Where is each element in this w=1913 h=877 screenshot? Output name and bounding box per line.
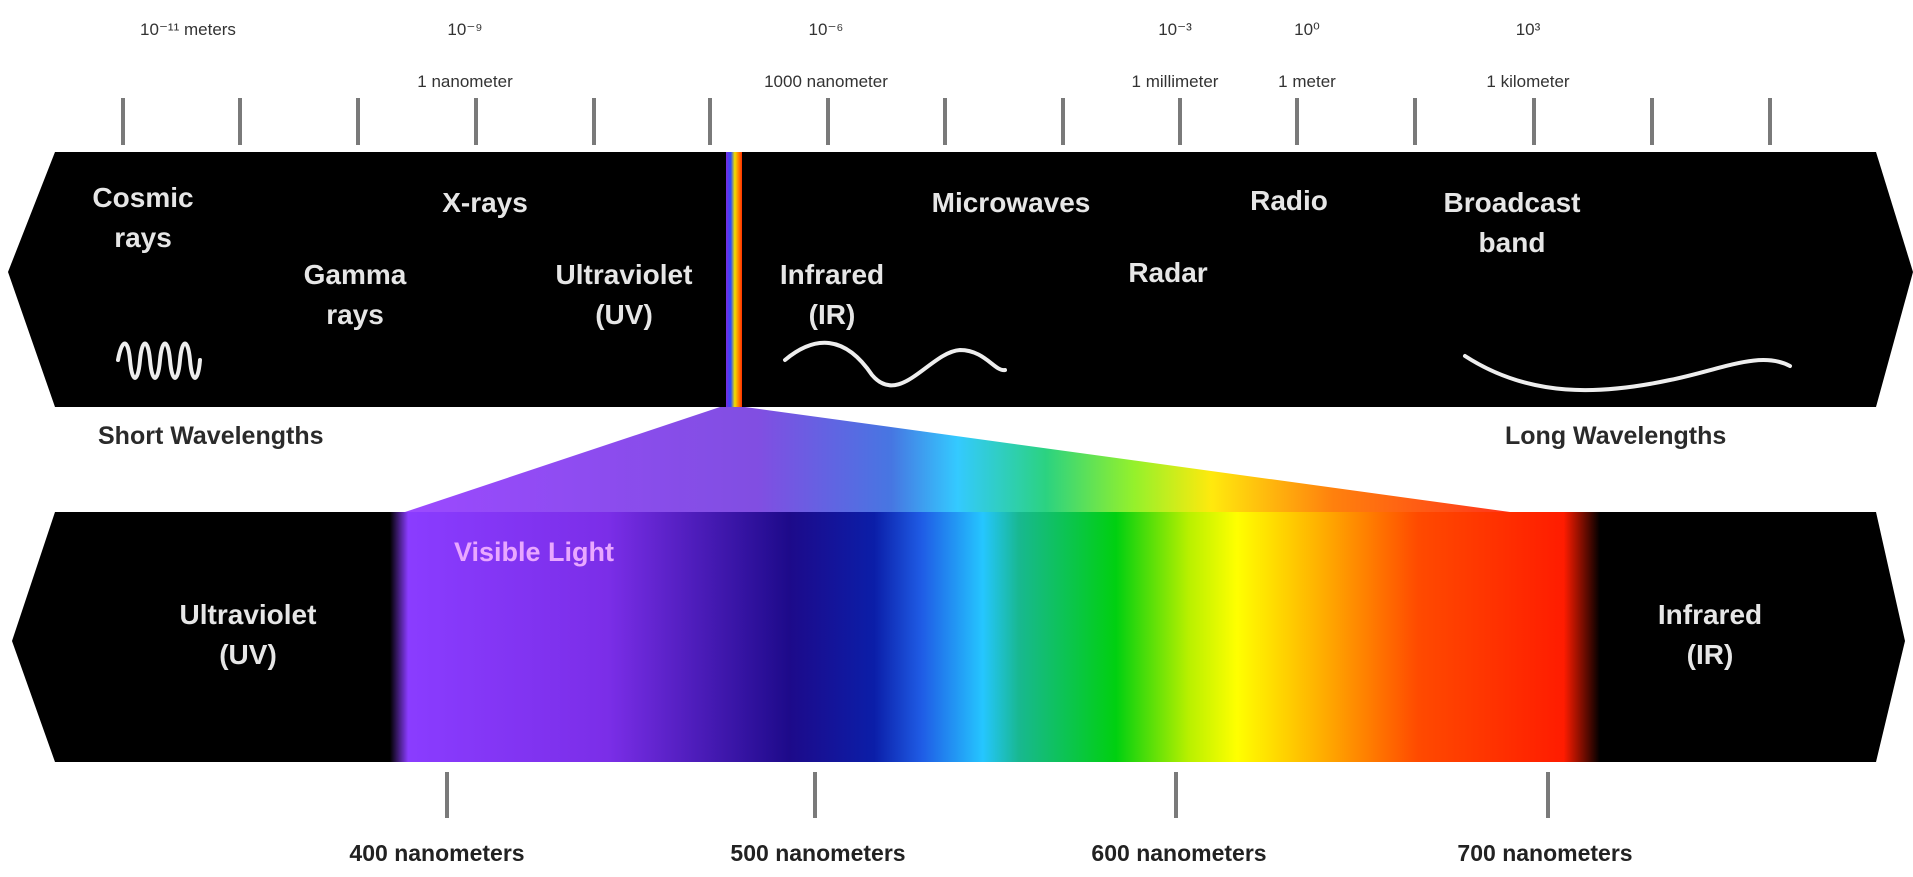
visible-light-title: Visible Light: [453, 537, 615, 567]
scale-unit: 1000 nanometer: [764, 72, 888, 91]
scale-exponent: 10⁻¹¹ meters: [140, 20, 236, 39]
scale-label-3: 10⁻⁶ 1000 nanometer: [764, 20, 888, 92]
nm-label-400: 400 nanometers: [349, 840, 525, 866]
long-wave-icon: [1463, 354, 1792, 393]
scale-unit: 1 kilometer: [1486, 72, 1570, 91]
visible-band-ultraviolet-label: Ultraviolet (UV): [179, 599, 317, 670]
band-label-radar: Radar: [1128, 257, 1208, 288]
nanometer-ticks: [445, 772, 1550, 818]
nm-label-600: 600 nanometers: [1091, 840, 1267, 866]
wavelength-scale-ticks: [121, 98, 1772, 145]
scale-label-2: 10⁻⁹ 1 nanometer: [417, 20, 512, 92]
band-label-gamma-rays: Gamma rays: [303, 259, 407, 330]
scale-exponent: 10⁻⁹: [447, 20, 483, 39]
short-wave-icon: [116, 341, 202, 380]
nm-label-700: 700 nanometers: [1457, 840, 1633, 866]
scale-exponent: 10⁰: [1294, 20, 1320, 39]
scale-exponent: 10⁻³: [1158, 20, 1192, 39]
scale-unit: 1 meter: [1278, 72, 1336, 91]
band-label-radio: Radio: [1250, 185, 1328, 216]
band-label-x-rays: X-rays: [442, 187, 528, 218]
scale-label-5: 10⁰ 1 meter: [1278, 20, 1336, 92]
band-label-microwaves: Microwaves: [931, 187, 1091, 218]
visible-light-gradient: [390, 512, 1600, 762]
scale-unit: 1 nanometer: [417, 72, 513, 91]
visible-light-strip: [726, 152, 742, 407]
long-wavelengths-label: Long Wavelengths: [1505, 422, 1727, 450]
nm-label-500: 500 nanometers: [730, 840, 906, 866]
band-label-broadcast-band: Broadcast band: [1443, 187, 1581, 258]
short-wavelengths-label: Short Wavelengths: [98, 422, 324, 450]
spectrum-band: [8, 152, 1913, 407]
scale-label-6: 10³ 1 kilometer: [1486, 20, 1569, 92]
band-label-cosmic-rays: Cosmic rays: [92, 182, 194, 253]
visible-light-fan: [405, 407, 1510, 512]
scale-unit: 1 millimeter: [1131, 72, 1219, 91]
band-label-ultraviolet: Ultraviolet (UV): [555, 259, 693, 330]
scale-exponent: 10³: [1515, 20, 1541, 39]
visible-band-infrared-label: Infrared (IR): [1657, 599, 1763, 670]
scale-label-1: 10⁻¹¹ meters: [140, 20, 236, 40]
band-label-infrared: Infrared (IR): [779, 259, 885, 330]
scale-exponent: 10⁻⁶: [808, 20, 844, 39]
medium-wave-icon: [783, 340, 1007, 388]
scale-label-4: 10⁻³ 1 millimeter: [1132, 20, 1219, 92]
